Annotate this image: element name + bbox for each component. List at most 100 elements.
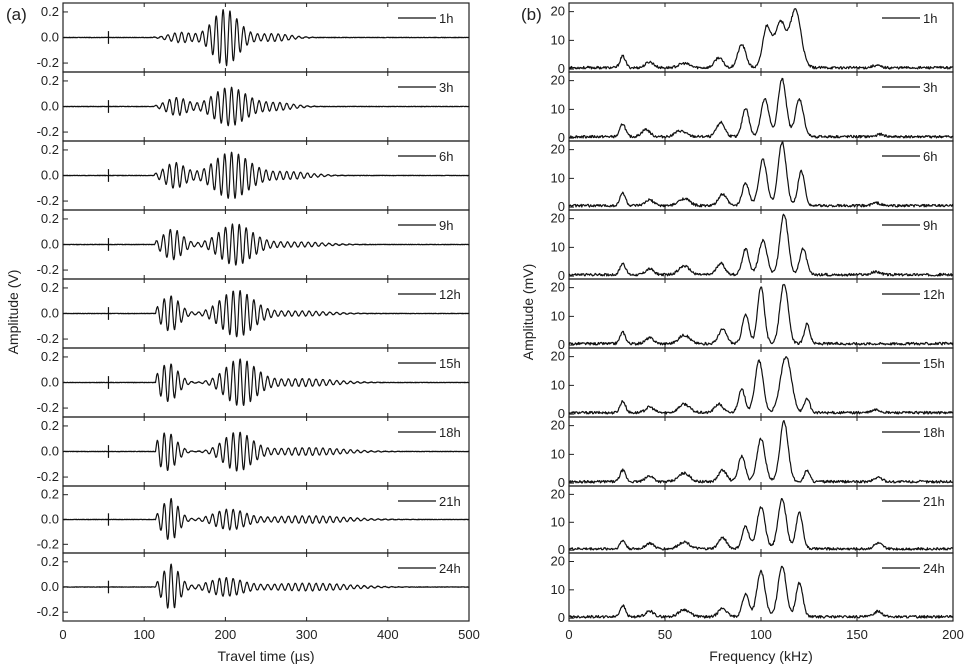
- subplot-1h: 20 10 0 1h: [551, 2, 954, 76]
- y-tick-label: 0.0: [41, 579, 59, 594]
- x-tick-label: 100: [133, 627, 155, 642]
- legend-label: 12h: [439, 287, 461, 302]
- y-tick-label: 10: [551, 308, 565, 323]
- panel-a-x-axis-title: Travel time (µs): [218, 648, 315, 664]
- legend-label: 24h: [439, 561, 461, 576]
- y-tick-label: 20: [551, 211, 565, 226]
- y-tick-label: 0: [558, 542, 565, 557]
- y-tick-label: 0: [558, 61, 565, 76]
- y-tick-label: 10: [551, 32, 565, 47]
- x-tick-label: 50: [658, 627, 672, 642]
- subplot-21h: 20 10 0 21h: [551, 485, 954, 557]
- y-tick-label: 10: [551, 239, 565, 254]
- series-line-6h: [62, 151, 470, 199]
- y-tick-label: 0.2: [41, 73, 59, 88]
- series-line-15h: [568, 356, 954, 415]
- legend-label: 1h: [439, 11, 453, 26]
- y-tick-label: 20: [551, 73, 565, 88]
- y-tick-label: 0.0: [41, 444, 59, 459]
- x-tick-label: 200: [215, 627, 237, 642]
- spectrum-panel: 201001h201003h201006h201009h2010012h2010…: [551, 2, 964, 642]
- x-tick-label: 150: [846, 627, 868, 642]
- subplot-15h: 20 10 0 15h: [551, 347, 954, 421]
- legend-label: 15h: [439, 356, 461, 371]
- series-line-12h: [568, 283, 954, 346]
- legend-label: 18h: [439, 425, 461, 440]
- x-tick-label: 500: [458, 627, 480, 642]
- series-line-24h: [62, 563, 470, 609]
- y-tick-label: 0.0: [41, 375, 59, 390]
- y-tick-label: 0.0: [41, 30, 59, 45]
- legend-label: 12h: [923, 287, 945, 302]
- legend-label: 15h: [923, 356, 945, 371]
- subplot-frame: [568, 485, 954, 554]
- y-tick-label: 0.2: [41, 349, 59, 364]
- legend-label: 9h: [439, 218, 453, 233]
- y-tick-label: 0: [558, 610, 565, 625]
- y-tick-label: 0: [558, 268, 565, 283]
- subplot-21h: 0.2 0.0 -0.2 21h: [37, 485, 470, 554]
- y-tick-label: 0.2: [41, 142, 59, 157]
- legend-label: 3h: [923, 80, 937, 95]
- y-tick-label: 0.2: [41, 211, 59, 226]
- series-line-9h: [62, 223, 470, 266]
- y-tick-label: 10: [551, 514, 565, 529]
- subplot-24h: 20 10 0 24h: [551, 552, 954, 625]
- y-tick-label: -0.2: [37, 536, 59, 551]
- series-line-6h: [568, 141, 954, 208]
- subplot-18h: 0.2 0.0 -0.2 18h: [37, 416, 470, 487]
- series-line-24h: [568, 565, 954, 619]
- legend-label: 21h: [439, 494, 461, 509]
- series-line-3h: [62, 86, 470, 127]
- y-tick-label: 0.0: [41, 512, 59, 527]
- y-tick-label: 10: [551, 170, 565, 185]
- subplot-3h: 0.2 0.0 -0.2 3h: [37, 71, 470, 142]
- subplot-3h: 20 10 0 3h: [551, 71, 954, 145]
- y-tick-label: 0.0: [41, 306, 59, 321]
- y-tick-label: 0.0: [41, 99, 59, 114]
- subplot-9h: 20 10 0 9h: [551, 209, 954, 283]
- y-tick-label: 20: [551, 142, 565, 157]
- y-tick-label: -0.2: [37, 331, 59, 346]
- y-tick-label: -0.2: [37, 469, 59, 484]
- series-line-1h: [568, 8, 954, 70]
- y-tick-label: 20: [551, 418, 565, 433]
- y-tick-label: 20: [551, 280, 565, 295]
- x-tick-label: 100: [750, 627, 772, 642]
- subplot-18h: 20 10 0 18h: [551, 416, 954, 490]
- y-tick-label: 10: [551, 446, 565, 461]
- series-line-12h: [62, 290, 470, 338]
- legend-label: 18h: [923, 425, 945, 440]
- legend-label: 1h: [923, 11, 937, 26]
- y-tick-label: 0: [558, 199, 565, 214]
- y-tick-label: 10: [551, 101, 565, 116]
- x-tick-label: 200: [942, 627, 964, 642]
- series-line-9h: [568, 213, 954, 277]
- y-tick-label: 0.2: [41, 487, 59, 502]
- y-tick-label: 10: [551, 582, 565, 597]
- y-tick-label: 20: [551, 486, 565, 501]
- legend-label: 3h: [439, 80, 453, 95]
- y-tick-label: -0.2: [37, 193, 59, 208]
- x-tick-label: 0: [59, 627, 66, 642]
- subplot-12h: 0.2 0.0 -0.2 12h: [37, 278, 470, 349]
- waveform-panel: 0.20.0-0.21h0.20.0-0.23h0.20.0-0.26h0.20…: [37, 2, 480, 642]
- subplot-6h: 20 10 0 6h: [551, 140, 954, 214]
- y-tick-label: 20: [551, 4, 565, 19]
- subplot-15h: 0.2 0.0 -0.2 15h: [37, 347, 470, 418]
- y-tick-label: 0.2: [41, 280, 59, 295]
- subplot-24h: 0.2 0.0 -0.2 24h: [37, 552, 470, 622]
- y-tick-label: 0: [558, 475, 565, 490]
- subplot-9h: 0.2 0.0 -0.2 9h: [37, 209, 470, 280]
- series-line-3h: [568, 77, 954, 139]
- series-line-21h: [568, 498, 954, 551]
- y-tick-label: 0.2: [41, 4, 59, 19]
- subplot-12h: 20 10 0 12h: [551, 278, 954, 352]
- series-line-21h: [62, 497, 470, 540]
- y-tick-label: 0: [558, 130, 565, 145]
- y-tick-label: 0.2: [41, 418, 59, 433]
- y-tick-label: -0.2: [37, 124, 59, 139]
- series-line-1h: [62, 9, 470, 67]
- x-tick-label: 0: [565, 627, 572, 642]
- subplot-frame: [568, 278, 954, 349]
